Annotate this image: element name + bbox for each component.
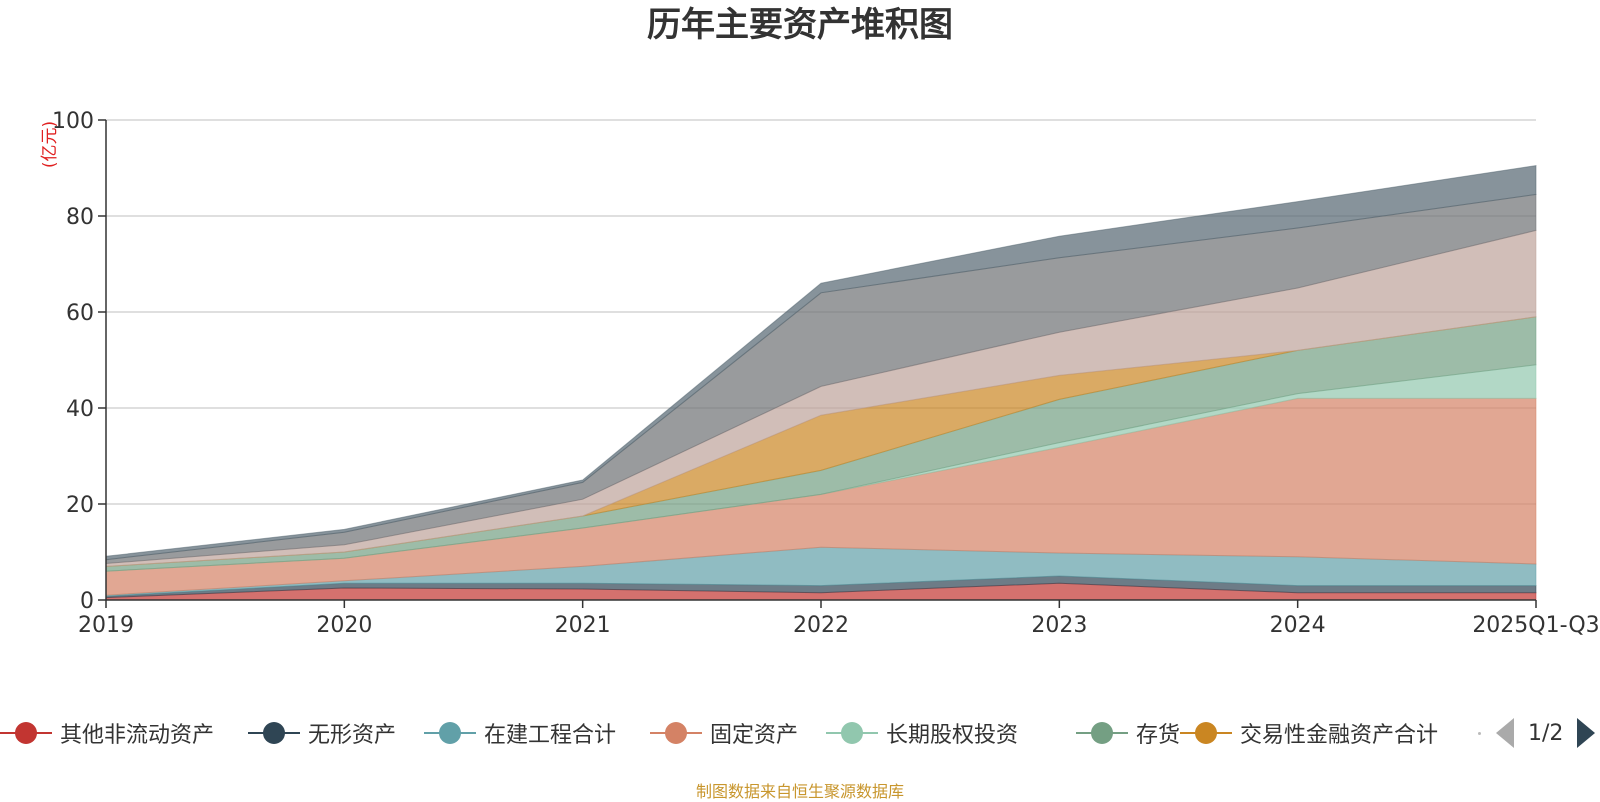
x-tick-label: 2024 — [1270, 613, 1326, 638]
legend-marker-icon — [1076, 722, 1128, 744]
y-tick-label: 40 — [66, 397, 94, 422]
legend-label: 存货 — [1136, 723, 1181, 748]
x-tick-label: 2020 — [316, 613, 372, 638]
legend-marker-icon — [1180, 722, 1232, 744]
legend-label: 交易性金融资产合计 — [1240, 723, 1439, 748]
legend-item[interactable]: 存货 — [1076, 713, 1180, 753]
legend-overflow-dot — [1478, 732, 1481, 735]
legend-label: 在建工程合计 — [484, 723, 617, 748]
legend-marker-icon — [424, 722, 476, 744]
x-tick-label: 2023 — [1031, 613, 1087, 638]
legend: 其他非流动资产 无形资产 在建工程合计 固定资产 长期股权投资 存货 交易性金融资产合计 — [0, 713, 1600, 753]
legend-page-indicator: 1/2 — [1528, 720, 1564, 746]
legend-label: 固定资产 — [710, 723, 799, 748]
y-tick-label: 80 — [66, 205, 94, 230]
legend-item[interactable]: 长期股权投资 — [826, 713, 1018, 753]
y-tick-label: 100 — [52, 109, 94, 134]
legend-next-page-button[interactable] — [1577, 718, 1596, 748]
y-axis-unit-label: (亿元) — [40, 120, 61, 169]
legend-item[interactable]: 其他非流动资产 — [0, 713, 214, 753]
legend-label: 无形资产 — [308, 723, 397, 748]
legend-pager: 1/2 — [1496, 713, 1596, 753]
x-tick-label: 2019 — [78, 613, 134, 638]
legend-item[interactable]: 在建工程合计 — [424, 713, 616, 753]
legend-label: 长期股权投资 — [886, 723, 1019, 748]
chart-title: 历年主要资产堆积图 — [647, 5, 953, 45]
axes: 0 20 40 60 80 100 2019 2020 2021 2022 2023 2024 2025… — [52, 109, 1600, 638]
x-tick-label: 2025Q1-Q3 — [1472, 613, 1599, 638]
legend-prev-page-button[interactable] — [1496, 718, 1514, 748]
legend-marker-icon — [650, 722, 702, 744]
legend-item[interactable]: 固定资产 — [650, 713, 798, 753]
x-tick-label: 2022 — [793, 613, 849, 638]
x-tick-label: 2021 — [555, 613, 611, 638]
area-series-10 — [105, 165, 1537, 561]
y-tick-label: 20 — [66, 493, 94, 518]
area-series — [105, 165, 1537, 601]
data-source-note: 制图数据来自恒生聚源数据库 — [695, 782, 904, 801]
legend-item[interactable]: 交易性金融资产合计 — [1180, 713, 1438, 753]
legend-label: 其他非流动资产 — [60, 723, 215, 748]
y-tick-label: 60 — [66, 301, 94, 326]
legend-item[interactable]: 无形资产 — [248, 713, 396, 753]
legend-marker-icon — [0, 722, 52, 744]
legend-marker-icon — [248, 722, 300, 744]
y-tick-label: 0 — [80, 589, 94, 614]
legend-marker-icon — [826, 722, 878, 744]
stacked-area-chart: 0 20 40 60 80 100 2019 2020 2021 2022 2023 2024 2025… — [52, 109, 1600, 638]
